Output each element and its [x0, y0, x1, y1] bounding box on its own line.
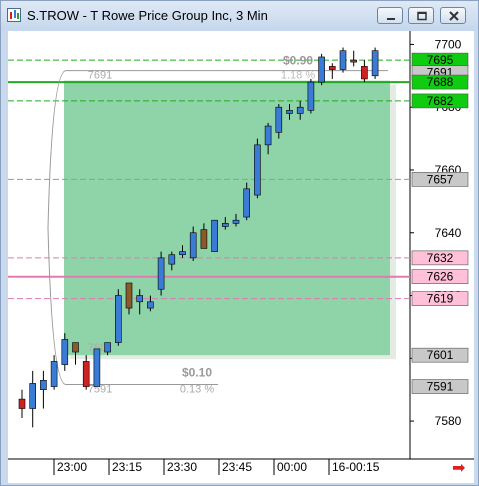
price-tag-label: 7626 [427, 270, 454, 284]
price-tag-7695[interactable]: 7695 [411, 52, 469, 68]
x-tick-label: 23:00 [57, 460, 87, 474]
price-tag-box [411, 93, 469, 109]
measure-box[interactable] [64, 80, 390, 356]
price-tag-label: 7657 [427, 172, 454, 186]
candle[interactable] [296, 106, 304, 114]
candle[interactable] [50, 361, 58, 387]
candle[interactable] [232, 219, 240, 224]
candle[interactable] [29, 383, 37, 409]
price-tag-label: 7632 [427, 251, 454, 265]
price-tag-7626[interactable]: 7626 [411, 269, 469, 284]
candle[interactable] [254, 144, 261, 196]
price-tag-box [411, 74, 469, 90]
candle[interactable] [157, 257, 165, 290]
scroll-right-icon[interactable]: ➡ [452, 458, 465, 477]
price-tag-box [411, 291, 469, 306]
y-tick-label: 7640 [435, 226, 462, 240]
candle[interactable] [275, 106, 283, 133]
candle[interactable] [211, 219, 218, 252]
measure-up-change: $0.90 [283, 54, 313, 68]
candle[interactable] [125, 282, 133, 309]
price-tag-box [411, 250, 469, 266]
candle[interactable] [286, 110, 293, 114]
measure-high-label: 7691 [88, 70, 112, 82]
price-tag-label: 7591 [427, 380, 454, 394]
candle[interactable] [264, 125, 272, 146]
measure-up-percent: 1.18 % [281, 70, 315, 82]
x-tick-label: 00:00 [277, 460, 307, 474]
maximize-icon [417, 11, 427, 21]
x-tick-label: 23:45 [222, 460, 252, 474]
candle[interactable] [72, 342, 79, 353]
price-tag-box [411, 379, 469, 394]
price-tag-label: 7601 [427, 348, 454, 362]
price-tag-label: 7695 [427, 53, 454, 67]
title-bar[interactable]: S.TROW - T Rowe Price Group Inc, 3 Min [1, 1, 478, 31]
minimize-icon [387, 18, 395, 20]
price-tag-7619[interactable]: 7619 [411, 291, 469, 306]
price-tag-box [411, 269, 469, 284]
price-tag-label: 7682 [427, 94, 454, 108]
price-tag-label: 7688 [427, 75, 454, 89]
candle[interactable] [147, 301, 154, 309]
candle[interactable] [328, 66, 336, 70]
chart-client-area[interactable]: $0.90 1.18 % 7691 7601 $0.10 0.13 % 7591 7700 7… [8, 31, 474, 483]
price-tag-7657[interactable]: 7657 [411, 172, 469, 187]
price-tag-7682[interactable]: 7682 [411, 93, 469, 109]
candle[interactable] [93, 348, 101, 387]
x-tick-label: 23:30 [167, 460, 197, 474]
candle[interactable] [371, 50, 379, 77]
candle[interactable] [115, 295, 122, 343]
candle[interactable] [179, 251, 186, 256]
price-chart[interactable]: $0.90 1.18 % 7691 7601 $0.10 0.13 % 7591 7700 7… [8, 31, 474, 483]
chart-app-icon [7, 8, 21, 22]
candle[interactable] [318, 56, 325, 83]
price-tag-7591[interactable]: 7591 [411, 379, 469, 394]
candle[interactable] [104, 342, 111, 353]
candle[interactable] [307, 81, 315, 111]
candle[interactable] [168, 254, 176, 265]
maximize-button[interactable] [408, 7, 434, 24]
window-title: S.TROW - T Rowe Price Group Inc, 3 Min [27, 8, 268, 23]
price-tag-7688[interactable]: 7688 [411, 74, 469, 90]
candle[interactable] [61, 339, 69, 365]
price-tag-7601[interactable]: 7601 [411, 347, 469, 363]
x-tick-label: 23:15 [112, 460, 142, 474]
candle[interactable] [200, 229, 208, 249]
measure-arc [47, 70, 388, 386]
candle[interactable] [222, 223, 229, 227]
price-tag-box [411, 172, 469, 187]
measure-down-percent: 0.13 % [180, 384, 214, 396]
close-button[interactable] [440, 7, 466, 24]
x-tick-label: 16-00:15 [332, 460, 380, 474]
price-tag-label: 7619 [427, 292, 454, 306]
candle[interactable] [18, 398, 26, 409]
y-tick-label: 7700 [435, 37, 462, 51]
candle[interactable] [40, 379, 47, 390]
minimize-button[interactable] [377, 7, 403, 24]
candle[interactable] [189, 232, 197, 259]
price-tag-7632[interactable]: 7632 [411, 250, 469, 266]
close-icon [449, 11, 459, 21]
candle[interactable] [339, 50, 347, 70]
price-tag-box [411, 347, 469, 363]
measure-down-change: $0.10 [182, 366, 212, 380]
y-tick-label: 7580 [435, 414, 462, 428]
candle[interactable] [350, 59, 358, 63]
candle[interactable] [136, 295, 143, 303]
candle[interactable] [82, 361, 90, 387]
candle[interactable] [361, 66, 368, 80]
candle[interactable] [243, 188, 250, 218]
